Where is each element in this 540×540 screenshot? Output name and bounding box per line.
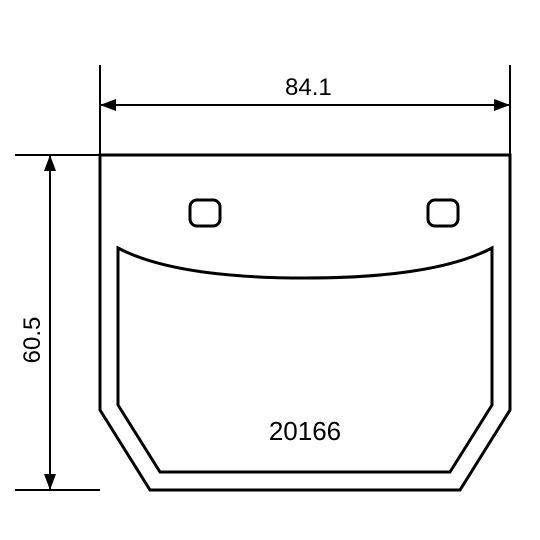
dim-height-label: 60.5	[19, 317, 46, 364]
technical-drawing: 84.1 60.5 20166	[0, 0, 540, 540]
mounting-hole-left	[190, 200, 220, 226]
dim-height-arrow-bottom	[44, 474, 56, 490]
dim-width-arrow-left	[100, 99, 116, 111]
mounting-hole-right	[428, 200, 458, 226]
part-number: 20166	[269, 416, 341, 446]
dim-height-arrow-top	[44, 155, 56, 171]
dim-width-arrow-right	[494, 99, 510, 111]
dim-width-label: 84.1	[285, 74, 332, 101]
